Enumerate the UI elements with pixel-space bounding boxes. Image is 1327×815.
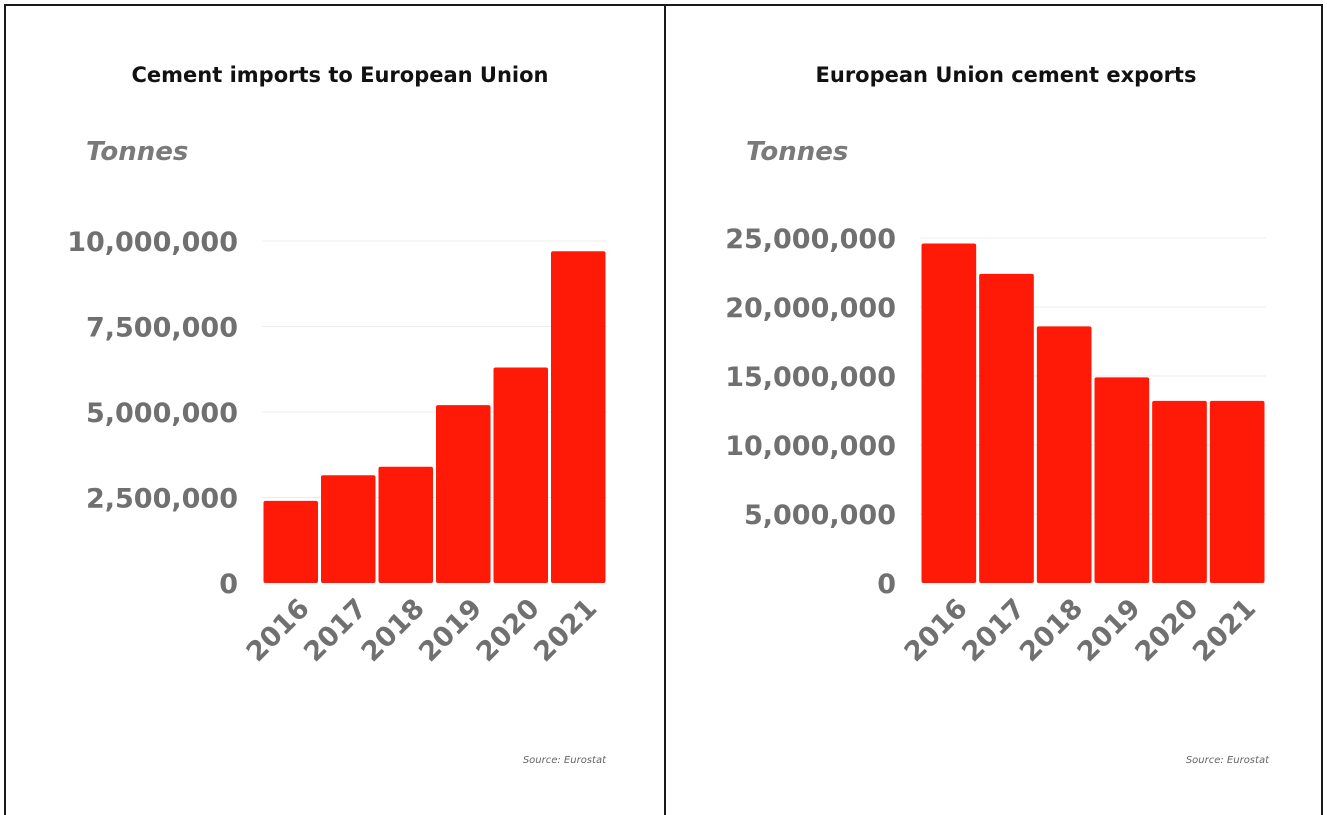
bar-2021 [1209,400,1265,583]
bar-2016 [921,243,977,583]
y-tick-label: 10,000,000 [725,431,896,462]
source-note: Source: Eurostat [523,755,607,766]
x-tick-label: 2019 [1072,593,1147,668]
figure-frame [4,4,1323,815]
y-tick-label: 2,500,000 [86,484,238,515]
bar-2017 [979,273,1034,583]
bar-2018 [1036,326,1092,583]
bar-2017 [321,475,376,583]
bar-2020 [1152,400,1207,583]
bar-2021 [551,251,606,583]
bar-2016 [263,500,318,583]
y-tick-label: 10,000,000 [67,227,238,258]
x-tick-label: 2021 [528,593,603,668]
x-tick-label: 2020 [471,593,546,668]
imports-chart: Cement imports to European Union Tonnes … [67,63,607,766]
bar-2020 [493,367,548,583]
y-axis-unit: Tonnes [746,137,848,167]
chart-title: Cement imports to European Union [132,63,549,87]
bar-2019 [436,405,491,583]
y-tick-label: 7,500,000 [86,313,238,344]
y-tick-label: 20,000,000 [725,293,896,324]
y-tick-label: 5,000,000 [744,500,896,531]
bar-2019 [1094,377,1150,583]
bar-2018 [378,466,433,583]
y-tick-label: 25,000,000 [725,224,896,255]
x-tick-label: 2016 [241,593,316,668]
x-tick-label: 2017 [956,593,1031,668]
chart-title: European Union cement exports [816,63,1197,87]
x-tick-label: 2020 [1129,593,1204,668]
exports-chart: European Union cement exports Tonnes 0 5,… [725,63,1270,766]
panel-divider [664,4,666,815]
x-tick-label: 2021 [1187,593,1262,668]
x-tick-label: 2019 [413,593,488,668]
y-axis-unit: Tonnes [86,137,188,167]
y-tick-label: 5,000,000 [86,398,238,429]
source-note: Source: Eurostat [1186,755,1270,766]
y-tick-label: 0 [877,569,896,600]
y-tick-label: 0 [219,569,238,600]
y-tick-label: 15,000,000 [725,362,896,393]
x-tick-label: 2018 [356,593,431,668]
x-tick-label: 2018 [1014,593,1089,668]
x-tick-label: 2017 [298,593,373,668]
x-tick-label: 2016 [899,593,974,668]
